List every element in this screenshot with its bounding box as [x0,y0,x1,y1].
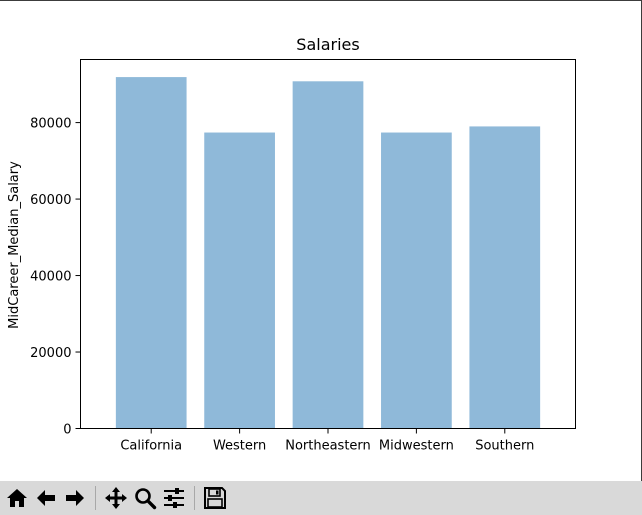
y-axis-label: MidCareer_Median_Salary [7,161,22,329]
y-axis-ticks: 0 20000 40000 60000 80000 [30,117,81,438]
x-tick-label: Midwestern [379,439,454,454]
arrow-left-icon [37,490,55,506]
bars-group [115,77,541,429]
floppy-disk-icon [204,487,226,509]
x-tick-label: Southern [475,439,534,454]
home-icon [7,489,27,507]
back-button[interactable] [33,485,59,511]
bar-midwestern [381,132,452,429]
toolbar-separator [95,486,96,510]
chart-title: Salaries [296,35,359,54]
bar-northeastern [292,81,364,429]
arrow-right-icon [66,490,84,506]
home-button[interactable] [4,485,30,511]
x-tick-label: Northeastern [285,439,371,454]
y-tick-label: 40000 [30,270,71,285]
y-tick-label: 80000 [30,117,71,132]
toolbar-separator [194,486,195,510]
y-tick-label: 20000 [30,346,71,361]
x-tick-label: California [120,439,182,454]
bar-southern [469,126,541,429]
save-button[interactable] [202,485,228,511]
configure-subplots-button[interactable] [161,485,187,511]
plot-area-frame [80,59,576,429]
x-axis-ticks: California Western Northeastern Midwestern S… [120,428,534,454]
x-tick-label: Western [213,439,266,454]
pan-button[interactable] [103,485,129,511]
y-tick-label: 60000 [30,193,71,208]
bar-western [204,132,275,429]
move-icon [105,487,127,509]
y-tick-label: 0 [63,423,71,438]
magnifier-icon [135,488,157,510]
navigation-toolbar [0,481,642,515]
forward-button[interactable] [62,485,88,511]
zoom-button[interactable] [132,485,158,511]
bar-chart: Salaries MidCareer_Median_Salary Califor… [7,35,576,454]
bar-california [115,77,187,429]
sliders-icon [164,488,184,508]
